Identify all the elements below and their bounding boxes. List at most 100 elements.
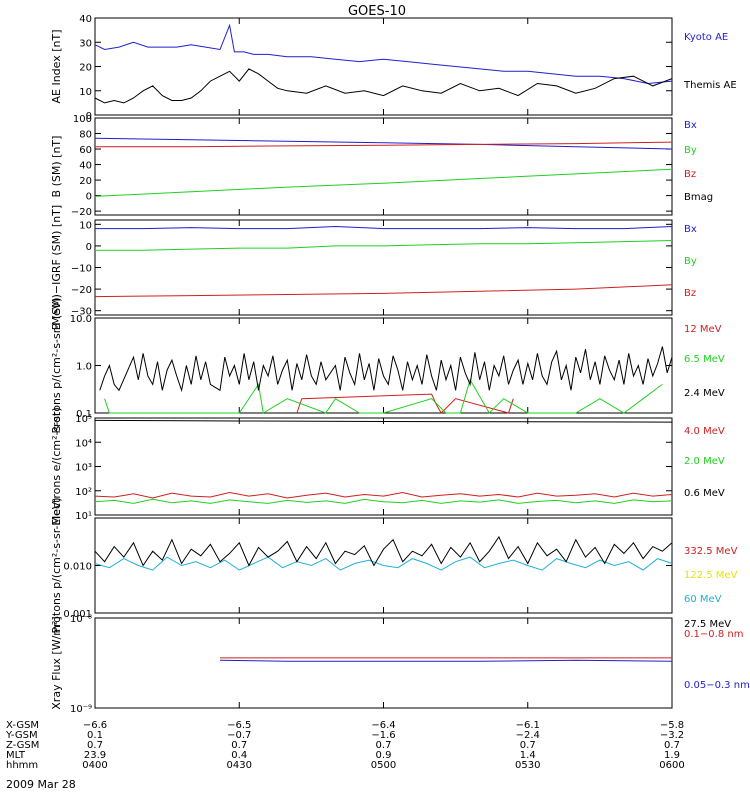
legend-entry: By (684, 145, 697, 156)
x-axis-value: 0.7 (87, 740, 103, 751)
x-axis-value: −6.4 (371, 720, 395, 731)
series-line-2 (94, 419, 673, 423)
x-axis-row-label: MLT (6, 750, 26, 761)
y-tick-label: 10⁻⁹ (70, 704, 92, 715)
y-axis-label: Protons p/(cm²-s-sr-MeV) (50, 297, 63, 433)
legend-entry: 332.5 MeV (684, 546, 738, 557)
x-axis-value: 0600 (659, 760, 684, 771)
legend-entry: 122.5 MeV (684, 570, 738, 581)
x-axis-value: 0.1 (87, 730, 103, 741)
panel-frame (94, 317, 673, 414)
series-line-0 (94, 491, 673, 499)
y-tick-label: 10 (79, 87, 92, 98)
y-axis-label: B (SM)−IGRF (SM) [nT] (50, 205, 63, 330)
legend-entry: 0.05−0.3 nm (684, 680, 750, 691)
legend-entry: Bz (684, 288, 696, 299)
y-tick-label: 10⁴ (75, 438, 92, 449)
legend-entry: Bz (684, 169, 696, 180)
y-tick-label: 40 (79, 161, 92, 172)
y-tick-label: 0.001 (63, 609, 92, 620)
x-axis-value: −1.6 (371, 730, 395, 741)
legend-entry: By (684, 256, 697, 267)
legend-entry: Themis AE (683, 80, 737, 91)
x-axis-value: −0.7 (227, 730, 251, 741)
y-tick-label: −30 (71, 307, 92, 318)
x-axis-value: 0530 (515, 760, 540, 771)
panel-frame (94, 117, 673, 216)
x-axis-value: −2.4 (516, 730, 540, 741)
y-tick-label: 10.0 (70, 314, 92, 325)
y-tick-label: 60 (79, 145, 92, 156)
y-axis-label: Protons p/(cm²-s-sr-MeV) (50, 497, 63, 633)
y-axis-label: AE Index [nT] (50, 29, 63, 103)
panel-4: 10¹ 10² 10³ 10⁴ 10⁵ Electrons e/(cm²-s-sr) 4.0… (50, 407, 725, 526)
legend-entry: Bx (684, 120, 697, 131)
series-line-1 (94, 168, 673, 197)
series-line-0 (95, 225, 673, 230)
y-tick-label: 10² (75, 487, 92, 498)
y-tick-label: 0 (86, 242, 92, 253)
y-tick-label: −10 (71, 264, 92, 275)
legend-entry: Bmag (684, 192, 713, 203)
x-axis-value: −6.1 (516, 720, 540, 731)
y-tick-label: 10 (79, 220, 92, 231)
legend-entry: 0.6 MeV (684, 488, 725, 499)
y-axis-label: Xray Flux [W/m²] (50, 616, 63, 709)
y-tick-label: 20 (79, 63, 92, 74)
x-axis-value: 0.9 (376, 750, 392, 761)
y-axis-label: Electrons e/(cm²-s-sr) (50, 407, 63, 526)
panel-1: −20 0 20 40 60 80 100 B (SM) [nT] Bx By Bz Bmag (50, 114, 713, 218)
series-line-1 (94, 498, 673, 504)
legend-entry: 2.0 MeV (684, 456, 725, 467)
x-axis-value: 0.4 (231, 750, 247, 761)
panel-6: 10⁻⁹ 10⁻⁸ Xray Flux [W/m²] 0.1−0.8 nm 0.05−0… (50, 614, 750, 715)
y-tick-label: 10³ (75, 463, 92, 474)
y-tick-label: 10⁻⁸ (70, 614, 92, 625)
x-axis-value: 0430 (227, 760, 252, 771)
series-line-2 (94, 284, 673, 298)
panel-frame (94, 417, 673, 516)
series-line-3 (94, 535, 673, 567)
legend-entry: 27.5 MeV (684, 619, 731, 630)
series-line-1 (95, 240, 673, 251)
y-tick-label: −20 (71, 285, 92, 296)
x-axis-value: 0.7 (664, 740, 680, 751)
y-tick-label: 0 (86, 192, 92, 203)
panel-frame (94, 219, 673, 316)
y-tick-label: 10¹ (75, 511, 92, 522)
series-line-2 (95, 141, 673, 148)
legend-entry: 2.4 MeV (684, 388, 725, 399)
y-tick-label: −20 (71, 207, 92, 218)
y-tick-label: 100 (73, 114, 92, 125)
y-tick-label: 0.010 (63, 562, 92, 573)
legend-entry: 60 MeV (684, 594, 722, 605)
panel-frame (94, 617, 673, 709)
x-axis-value: 23.9 (84, 750, 106, 761)
y-tick-label: 40 (79, 14, 92, 25)
x-axis-value: −6.5 (227, 720, 251, 731)
series-line-1 (104, 378, 663, 414)
x-axis-value: 0500 (371, 760, 396, 771)
x-axis-row-label: X-GSM (6, 720, 39, 731)
series-line-1 (94, 68, 673, 104)
series-line-0 (296, 393, 514, 414)
panel-0: 0 10 20 30 40 AE Index [nT] Kyoto AE Themis AE (50, 14, 737, 122)
x-axis-value: 1.9 (664, 750, 680, 761)
x-axis-value: 1.4 (520, 750, 536, 761)
series-line-2 (94, 556, 673, 571)
y-tick-label: 20 (79, 176, 92, 187)
date-label: 2009 Mar 28 (6, 778, 76, 791)
legend-entry: Kyoto AE (684, 32, 728, 43)
y-tick-label: 0.1 (76, 409, 92, 420)
legend-entry: 4.0 MeV (684, 426, 725, 437)
series-line-1 (219, 659, 673, 662)
x-axis-table: X-GSM −6.6 −6.5 −6.4 −6.1 −5.8 Y-GSM 0.1 −0.7 −1.… (5, 720, 685, 771)
x-axis-value: 0.7 (520, 740, 536, 751)
x-axis-row-label: Z-GSM (6, 740, 39, 751)
legend-entry: Bx (684, 224, 697, 235)
y-tick-label: 30 (79, 38, 92, 49)
x-axis-value: 0400 (82, 760, 107, 771)
x-axis-value: −5.8 (660, 720, 684, 731)
panels: 0 10 20 30 40 AE Index [nT] Kyoto AE Themis AE −… (50, 14, 750, 715)
x-axis-value: 0.7 (231, 740, 247, 751)
